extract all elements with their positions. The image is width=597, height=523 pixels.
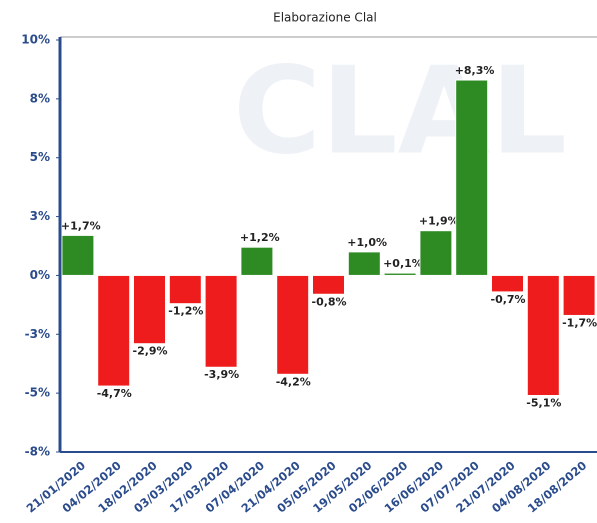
y-tick-label: 0% (30, 268, 50, 282)
bar (61, 234, 95, 276)
value-label: -3,9% (204, 368, 239, 381)
value-label: -1,2% (168, 305, 203, 318)
value-label: +1,7% (61, 219, 101, 232)
chart-title: Elaborazione Clal (273, 11, 377, 25)
y-tick-label: -5% (25, 386, 50, 400)
y-tick-label: 5% (30, 150, 50, 164)
bar (240, 246, 274, 276)
bar (168, 274, 202, 305)
bar (347, 251, 381, 276)
bar (419, 230, 453, 276)
value-label: +1,0% (347, 236, 387, 249)
value-label: -5,1% (526, 396, 561, 409)
value-label: +1,2% (240, 231, 280, 244)
value-label: +0,1% (383, 257, 423, 270)
bar (526, 274, 560, 396)
y-tick-label: -8% (25, 445, 50, 459)
bar (491, 274, 524, 293)
value-label: -2,9% (133, 345, 168, 358)
value-label: -1,7% (562, 316, 597, 329)
y-tick-label: 10% (21, 33, 50, 47)
bar (383, 272, 417, 276)
value-label: -0,7% (491, 293, 526, 306)
y-tick-label: 3% (30, 209, 50, 223)
bar (133, 274, 166, 345)
value-label: +8,3% (455, 64, 495, 77)
bar (276, 274, 310, 375)
value-label: -4,7% (97, 387, 132, 400)
y-tick-label: 8% (30, 91, 50, 105)
bar (204, 274, 238, 368)
bar (97, 274, 131, 387)
bar (455, 79, 489, 276)
bar (562, 274, 596, 316)
y-tick-label: -3% (25, 327, 50, 341)
value-label: -0,8% (312, 295, 347, 308)
watermark: CLAL (233, 43, 567, 182)
value-label: -4,2% (276, 375, 311, 388)
value-label: +1,9% (419, 215, 459, 228)
bar (312, 274, 345, 295)
